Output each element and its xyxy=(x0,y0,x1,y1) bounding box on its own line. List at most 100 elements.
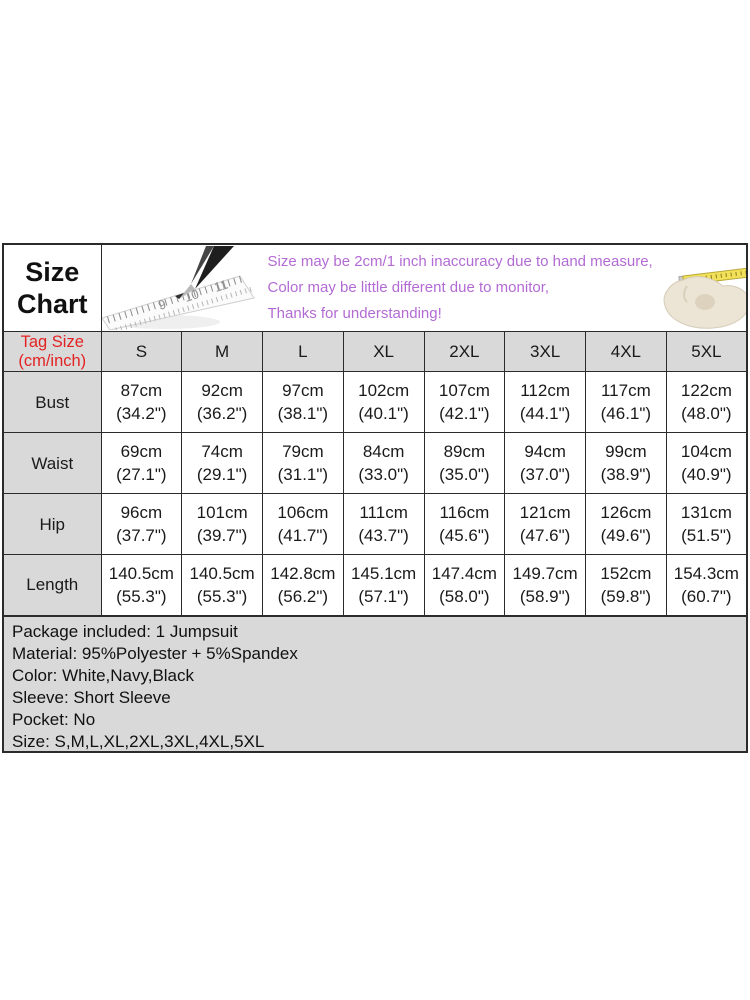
cell-inch: (60.7") xyxy=(681,586,732,606)
cell-inch: (55.3") xyxy=(196,586,248,606)
cell-cm: 117cm xyxy=(600,381,651,400)
notice-line-2: Color may be little different due to mon… xyxy=(267,279,550,296)
cell-inch: (37.7") xyxy=(116,526,167,545)
cell-inch: (43.7") xyxy=(358,526,409,545)
cell-inch: (37.0") xyxy=(519,465,571,484)
pencil-ruler-icon: 9 10 11 xyxy=(102,246,255,330)
size-cell: 131cm (51.5") xyxy=(665,493,748,555)
cell-cm: 74cm xyxy=(201,442,243,461)
size-cell: 149.7cm (58.9") xyxy=(504,554,586,616)
cell-cm: 116cm xyxy=(439,503,490,522)
cell-inch: (47.6") xyxy=(519,526,571,545)
cell-cm: 131cm xyxy=(680,503,732,522)
size-cell: 107cm (42.1") xyxy=(423,371,506,433)
size-cell: 102cm (40.1") xyxy=(342,371,425,433)
size-cell: 111cm (43.7") xyxy=(342,493,425,555)
col-header-xl: XL xyxy=(342,331,425,372)
size-cell: 69cm (27.1") xyxy=(100,432,183,494)
size-cell: 84cm (33.0") xyxy=(342,432,425,494)
cell-cm: 154.3cm xyxy=(673,563,739,583)
size-chart-sheet: Size Chart 9 10 11 xyxy=(2,243,748,753)
notice-line-3: Thanks for understanding! xyxy=(267,305,442,322)
size-cell: 92cm (36.2") xyxy=(181,371,263,433)
corner-line-1: Tag Size xyxy=(20,333,84,351)
col-header-3xl: 3XL xyxy=(504,331,586,372)
cell-inch: (45.6") xyxy=(439,526,490,545)
cell-inch: (39.7") xyxy=(196,526,248,545)
col-header-2xl: 2XL xyxy=(423,331,506,372)
detail-line-material: Material: 95%Polyester + 5%Spandex xyxy=(12,643,298,663)
cell-inch: (55.3") xyxy=(116,586,167,606)
cell-inch: (44.1") xyxy=(519,404,571,423)
cell-cm: 152cm xyxy=(600,563,652,583)
size-cell: 122cm (48.0") xyxy=(665,371,748,433)
size-cell: 96cm (37.7") xyxy=(100,493,183,555)
cell-cm: 79cm xyxy=(282,442,324,461)
cell-cm: 126cm xyxy=(600,503,652,522)
cell-cm: 89cm xyxy=(443,442,486,461)
size-cell: 152cm (59.8") xyxy=(585,554,667,616)
cell-cm: 104cm xyxy=(680,442,732,461)
table-row-bust: Bust 87cm (34.2") 92cm (36.2") 97cm (38.… xyxy=(2,371,748,433)
col-header-m: M xyxy=(181,331,263,372)
cell-cm: 69cm xyxy=(120,442,163,461)
row-label-length: Length xyxy=(2,554,102,616)
cell-cm: 140.5cm xyxy=(189,563,255,583)
title-line-2: Chart xyxy=(16,289,88,319)
size-cell: 74cm (29.1") xyxy=(181,432,263,494)
col-header-4xl: 4XL xyxy=(585,331,667,372)
corner-header-tag-size: Tag Size (cm/inch) xyxy=(2,331,102,372)
cell-inch: (57.1") xyxy=(358,586,409,606)
title-line-1: Size xyxy=(25,257,80,287)
cell-cm: 101cm xyxy=(196,503,248,522)
cell-inch: (40.1") xyxy=(358,404,409,423)
notice-banner: 9 10 11 Size may be 2cm/1 inch inaccurac… xyxy=(100,243,748,332)
corner-line-2: (cm/inch) xyxy=(18,352,87,370)
cell-inch: (48.0") xyxy=(681,404,732,423)
cell-cm: 112cm xyxy=(520,381,570,400)
cell-inch: (36.2") xyxy=(196,404,248,423)
cell-inch: (35.0") xyxy=(439,465,490,484)
notice-text: Size may be 2cm/1 inch inaccuracy due to… xyxy=(260,249,653,327)
size-cell: 147.4cm (58.0") xyxy=(423,554,506,616)
size-cell: 104cm (40.9") xyxy=(665,432,748,494)
row-label-bust: Bust xyxy=(2,371,102,433)
col-header-l: L xyxy=(262,331,344,372)
size-cell: 121cm (47.6") xyxy=(504,493,586,555)
size-cell: 87cm (34.2") xyxy=(100,371,183,433)
size-cell: 101cm (39.7") xyxy=(181,493,263,555)
cell-inch: (49.6") xyxy=(600,526,652,545)
size-cell: 116cm (45.6") xyxy=(423,493,506,555)
cell-cm: 92cm xyxy=(201,381,243,400)
svg-text:9: 9 xyxy=(156,296,168,313)
cell-cm: 121cm xyxy=(519,503,571,522)
col-header-s: S xyxy=(100,331,183,372)
cell-inch: (33.0") xyxy=(358,465,409,484)
size-cell: 140.5cm (55.3") xyxy=(181,554,263,616)
product-details: Package included: 1 Jumpsuit Material: 9… xyxy=(2,616,748,753)
cell-inch: (40.9") xyxy=(681,465,732,484)
cell-cm: 99cm xyxy=(605,442,647,461)
table-row-hip: Hip 96cm (37.7") 101cm (39.7") 106cm (41… xyxy=(2,493,748,555)
detail-line-color: Color: White,Navy,Black xyxy=(12,665,195,685)
notice-line-1: Size may be 2cm/1 inch inaccuracy due to… xyxy=(267,253,653,270)
cell-inch: (42.1") xyxy=(439,404,490,423)
cell-cm: 87cm xyxy=(120,381,163,400)
cell-cm: 84cm xyxy=(362,442,405,461)
cell-cm: 140.5cm xyxy=(108,563,174,583)
col-header-5xl: 5XL xyxy=(665,331,748,372)
size-cell: 145.1cm (57.1") xyxy=(342,554,425,616)
row-label-waist: Waist xyxy=(2,432,102,494)
cell-cm: 106cm xyxy=(277,503,329,522)
size-cell: 106cm (41.7") xyxy=(262,493,344,555)
cell-cm: 145.1cm xyxy=(351,563,417,583)
size-cell: 112cm (44.1") xyxy=(504,371,586,433)
svg-text:11: 11 xyxy=(212,276,229,294)
cell-inch: (41.7") xyxy=(277,526,329,545)
table-row-length: Length 140.5cm (55.3") 140.5cm (55.3") 1… xyxy=(2,554,748,616)
cell-inch: (51.5") xyxy=(681,526,732,545)
cell-inch: (34.2") xyxy=(116,404,167,423)
cell-inch: (31.1") xyxy=(277,465,329,484)
size-cell: 99cm (38.9") xyxy=(585,432,667,494)
size-cell: 154.3cm (60.7") xyxy=(665,554,748,616)
